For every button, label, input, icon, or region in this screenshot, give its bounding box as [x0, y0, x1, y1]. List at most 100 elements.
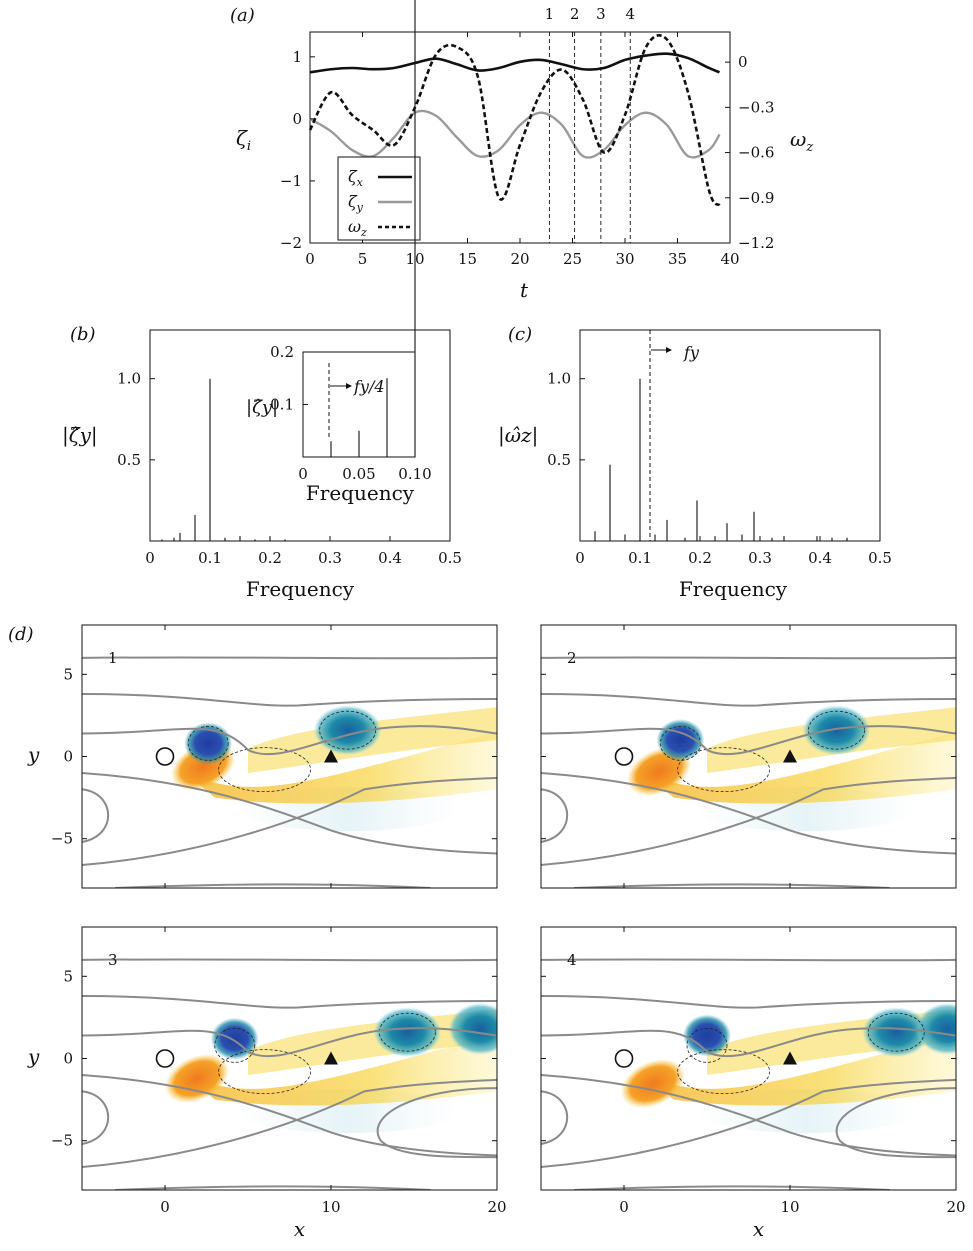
y-tick-label: 5 — [63, 665, 73, 683]
panel-a-label: (a) — [230, 5, 255, 26]
x-tick-label: 0.5 — [868, 549, 892, 567]
panel-b-inset-annotation: fy/4 — [353, 377, 385, 396]
panel-b-inset: 0 0.05 0.10 0.2 0.1 Frequency |ζ̂y| fy/4 — [246, 0, 432, 505]
panel-c-xlabel: Frequency — [679, 577, 788, 601]
panel-b-yticks: 1.0 0.5 — [117, 370, 155, 469]
snapshot-4: 4 0 10 20 x — [540, 926, 966, 1241]
series-line-0 — [309, 52, 720, 74]
legend-entry: ωz — [348, 217, 367, 239]
y-tick-label: 0 — [63, 748, 73, 766]
panel-b-xticks: 0 0.1 0.2 0.3 0.4 0.5 — [145, 536, 462, 567]
y-tick-label: 0.5 — [547, 451, 571, 469]
panel-b: (b) 0 0.1 0.2 0.3 0.4 0.5 1.0 0.5 Frequency |ζ… — [62, 0, 462, 601]
y-tick-label: 1.0 — [117, 370, 141, 388]
panel-c-bars — [594, 378, 848, 541]
x-tick-label: 0 — [575, 549, 585, 567]
x-tick-label: 0 — [298, 465, 308, 483]
x-tick-label: 0.2 — [258, 549, 282, 567]
y-tick-label: −5 — [51, 1132, 73, 1150]
x-tick-label: 0.2 — [688, 549, 712, 567]
panel-c-annotation: fy — [683, 343, 700, 362]
panel-b-inset-ylabel: |ζ̂y| — [246, 397, 278, 418]
x-tick-label: 0 — [160, 1198, 170, 1216]
series-line-2 — [308, 34, 721, 207]
x-tick-label: 0.10 — [398, 465, 431, 483]
snapshot-number: 2 — [567, 649, 577, 667]
x-tick-label: 35 — [668, 250, 687, 268]
x-tick-label: 0.05 — [342, 465, 375, 483]
panel-b-label: (b) — [70, 324, 96, 345]
x-tick-label: 0 — [305, 250, 315, 268]
panel-a-yticks-right: 0 −0.3 −0.6 −0.9 −1.2 — [725, 53, 774, 252]
x-tick-label: 20 — [487, 1198, 506, 1216]
cylinder-icon — [614, 1049, 634, 1068]
panel-d-ylabel: y — [27, 743, 40, 767]
legend-entry: ζy — [348, 192, 364, 214]
x-tick-label: 0.3 — [318, 549, 342, 567]
x-tick-label: 0.4 — [808, 549, 832, 567]
cylinder-icon — [614, 747, 634, 766]
cylinder-icon — [155, 747, 175, 766]
panel-c-yticks: 1.0 0.5 — [547, 370, 585, 469]
y-tick-label: 0.1 — [270, 396, 294, 414]
panel-d-label: (d) — [8, 624, 34, 645]
y2-tick-label: −0.3 — [738, 98, 774, 116]
x-tick-label: 30 — [615, 250, 634, 268]
x-tick-label: 40 — [720, 250, 739, 268]
probe-triangle-icon — [783, 749, 797, 763]
x-tick-label: 15 — [458, 250, 477, 268]
x-tick-label: 5 — [358, 250, 368, 268]
snapshot-marker-label: 4 — [625, 5, 635, 23]
panel-c-xticks: 0 0.1 0.2 0.3 0.4 0.5 — [575, 536, 892, 567]
probe-triangle-icon — [324, 1051, 338, 1065]
snapshot-number: 1 — [108, 649, 118, 667]
panel-d-xlabel: x — [294, 1217, 305, 1241]
snapshot-marker-label: 3 — [596, 5, 606, 23]
panel-b-inset-xlabel: Frequency — [306, 481, 415, 505]
panel-c-ylabel: |ω̂z| — [498, 423, 538, 448]
x-tick-label: 0.4 — [378, 549, 402, 567]
panel-d-ylabel: y — [27, 1045, 40, 1069]
y2-tick-label: −1.2 — [738, 234, 774, 252]
panel-c: (c) 0 0.1 0.2 0.3 0.4 0.5 1.0 0.5 Frequency |ω… — [498, 324, 892, 601]
panel-a-legend: ζx ζy ωz — [337, 156, 421, 241]
y-tick-label: 0.2 — [270, 343, 294, 361]
x-tick-label: 0.1 — [628, 549, 652, 567]
panel-d-snapshots: 1 5 0 −5 y 2 3 0 10 20 5 0 −5 y x 4 0 10 20 x — [27, 624, 966, 1241]
panel-d-xlabel: x — [753, 1217, 764, 1241]
x-tick-label: 0 — [619, 1198, 629, 1216]
cylinder-icon — [155, 1049, 175, 1068]
series-line-1 — [309, 109, 721, 159]
y-tick-label: 1.0 — [547, 370, 571, 388]
y-tick-label: −1 — [280, 172, 302, 190]
y-tick-label: 5 — [63, 967, 73, 985]
snapshot-1: 1 5 0 −5 y — [27, 624, 498, 889]
panel-a-ylabel-right: ωz — [790, 127, 813, 155]
y2-tick-label: 0 — [738, 53, 748, 71]
x-tick-label: 0.3 — [748, 549, 772, 567]
y-tick-label: 0 — [63, 1050, 73, 1068]
x-tick-label: 10 — [321, 1198, 340, 1216]
panel-a-ylabel-left: ζi — [236, 126, 251, 154]
y2-tick-label: −0.6 — [738, 144, 774, 162]
probe-triangle-icon — [783, 1051, 797, 1065]
snapshot-2: 2 — [540, 624, 957, 889]
panel-b-bars — [161, 378, 286, 541]
y2-tick-label: −0.9 — [738, 189, 774, 207]
panel-c-frame — [579, 329, 881, 542]
panel-b-ylabel: |ζ̂y| — [62, 423, 98, 448]
snapshot-number: 4 — [567, 951, 577, 969]
snapshot-3: 3 0 10 20 5 0 −5 y x — [27, 926, 507, 1241]
y-tick-label: −2 — [280, 234, 302, 252]
snapshot-marker-label: 1 — [545, 5, 555, 23]
panel-c-label: (c) — [508, 324, 532, 345]
legend-entry: ζx — [348, 167, 364, 189]
x-tick-label: 25 — [563, 250, 582, 268]
snapshot-marker-label: 2 — [570, 5, 580, 23]
y-tick-label: 0.5 — [117, 451, 141, 469]
x-tick-label: 0.1 — [198, 549, 222, 567]
x-tick-label: 20 — [946, 1198, 965, 1216]
